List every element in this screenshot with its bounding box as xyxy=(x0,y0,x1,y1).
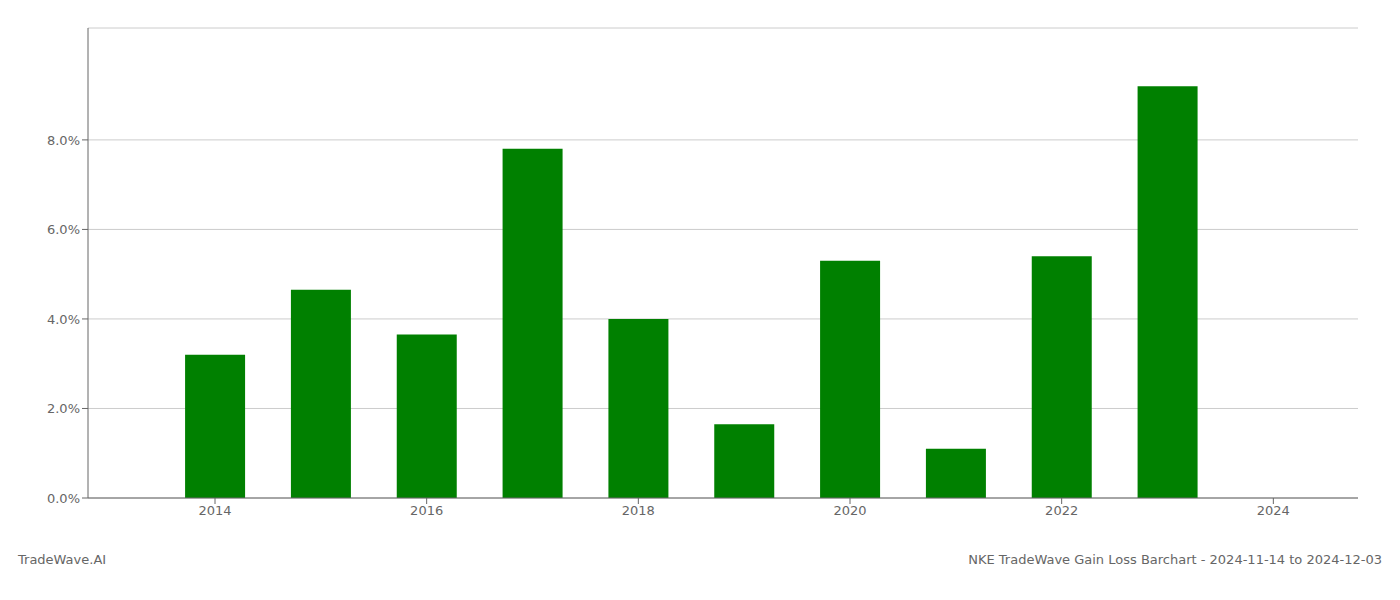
html-text:TradeWave.AI: TradeWave.AI xyxy=(18,552,107,567)
html-text:NKE TradeWave Gain Loss Barcha: NKE TradeWave Gain Loss Barchart - 2024-… xyxy=(968,552,1382,567)
svg-text:2022: 2022 xyxy=(1045,503,1078,518)
svg-text:0.0%: 0.0% xyxy=(47,491,80,506)
svg-text:2.0%: 2.0% xyxy=(47,401,80,416)
svg-text:2018: 2018 xyxy=(622,503,655,518)
svg-text:4.0%: 4.0% xyxy=(47,312,80,327)
svg-text:8.0%: 8.0% xyxy=(47,133,80,148)
svg-text:2024: 2024 xyxy=(1257,503,1290,518)
svg-text:2014: 2014 xyxy=(198,503,231,518)
svg-text:6.0%: 6.0% xyxy=(47,222,80,237)
svg-text:2020: 2020 xyxy=(833,503,866,518)
svg-text:2016: 2016 xyxy=(410,503,443,518)
